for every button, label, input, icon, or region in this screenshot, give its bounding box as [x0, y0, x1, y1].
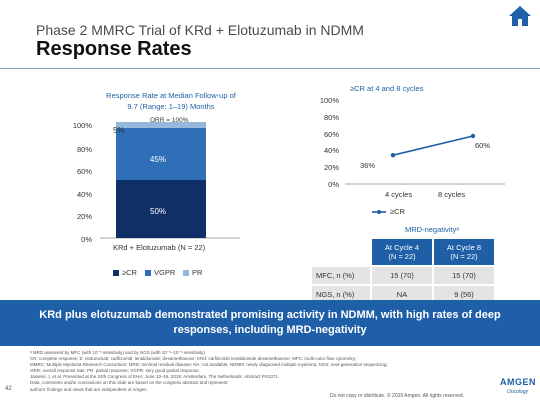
mrd-row-label-ngs: NGS, n (%): [312, 286, 370, 303]
footnote-line: ORR: overall response rate; PR: partial …: [30, 368, 200, 374]
slide-title: Response Rates: [36, 38, 192, 60]
left-ytick-0: 0%: [81, 235, 92, 244]
mrd-table: At Cycle 4 (N = 22) At Cycle 8 (N = 22) …: [310, 237, 496, 305]
legend-cr-swatch: [113, 269, 119, 276]
oncology-logo-sub: Oncology: [507, 389, 529, 395]
legend-vgpr-label: VGPR: [154, 268, 176, 277]
mrd-col-cycle-8-line1: At Cycle 8: [446, 243, 482, 252]
cr-point-8-cycles: [470, 133, 476, 139]
footnote-line: Data, comments and/or conclusions on thi…: [30, 380, 228, 386]
footnote-line: CR: complete response; E: elotuzumab; ca…: [30, 356, 357, 362]
mrd-col-cycle-4: At Cycle 4 (N = 22): [372, 239, 432, 265]
cr-point-4-cycles: [390, 153, 396, 158]
bar-label-vgpr: 45%: [150, 155, 167, 164]
mrd-corner-cell: [312, 239, 370, 265]
slide-number: 42: [5, 386, 12, 392]
table-row: MFC, n (%) 15 (70) 15 (70): [312, 267, 494, 284]
point-label-8-cycles: 60%: [475, 141, 491, 150]
left-chart-heading-line2: 9.7 (Range: 1–19) Months: [127, 102, 215, 111]
bar-label-cr: 50%: [150, 207, 167, 216]
legend-vgpr-swatch: [145, 269, 151, 276]
legend-pr: PR: [183, 268, 202, 277]
footnote-line: authors' findings and views that are ind…: [30, 386, 148, 392]
right-chart-heading: ≥CR at 4 and 8 cycles: [350, 84, 424, 93]
bar-cr: [116, 180, 206, 238]
legend-vgpr: VGPR: [145, 268, 175, 277]
left-ytick-60: 60%: [76, 167, 92, 176]
left-x-category: KRd + Elotuzumab (N = 22): [113, 243, 206, 252]
right-ytick-80: 80%: [323, 113, 339, 122]
point-label-4-cycles: 36%: [360, 161, 376, 170]
right-ytick-100: 100%: [319, 96, 339, 105]
right-x-category-4: 4 cycles: [385, 190, 413, 199]
right-ytick-0: 0%: [328, 180, 339, 189]
left-chart-heading-line1: Response Rate at Median Follow-up of: [106, 91, 236, 100]
right-ytick-40: 40%: [323, 146, 339, 155]
right-legend-label: ≥CR: [390, 207, 405, 216]
mrd-cell-mfc-c4: 15 (70): [372, 267, 432, 284]
home-icon[interactable]: [507, 4, 533, 28]
conclusion-banner: KRd plus elotuzumab demonstrated promisi…: [0, 300, 540, 346]
mrd-cell-ngs-c8: 9 (56): [434, 286, 494, 303]
orr-annotation: ORR = 100%: [150, 117, 189, 124]
table-row: NGS, n (%) NA 9 (56): [312, 286, 494, 303]
footnote-line: MMRC: Multiple Myeloma Research Consorti…: [30, 362, 388, 368]
left-ytick-40: 40%: [76, 190, 92, 199]
footnotes: ᵃ MRD assessed by MFC (with 10⁻⁵ sensiti…: [30, 350, 510, 393]
bar-label-pr: 5%: [113, 126, 125, 135]
mrd-col-cycle-4-line1: At Cycle 4: [384, 243, 420, 252]
right-ytick-20: 20%: [323, 163, 339, 172]
mrd-col-cycle-8: At Cycle 8 (N = 22): [434, 239, 494, 265]
left-ytick-20: 20%: [76, 212, 92, 221]
mrd-col-cycle-4-line2: (N = 22): [388, 252, 416, 261]
left-ytick-100: 100%: [72, 121, 92, 130]
slide-subtitle: Phase 2 MMRC Trial of KRd + Elotuzumab i…: [36, 22, 364, 38]
left-chart-plot: [100, 122, 240, 239]
mrd-table-title: MRD-negativityᵃ: [405, 225, 460, 234]
right-chart-plot: [345, 133, 505, 185]
mrd-header-row: At Cycle 4 (N = 22) At Cycle 8 (N = 22): [312, 239, 494, 265]
footnote-line: ᵃ MRD assessed by MFC (with 10⁻⁵ sensiti…: [30, 350, 207, 355]
mrd-cell-ngs-c4: NA: [372, 286, 432, 303]
cr-trend-line: [392, 135, 474, 156]
title-divider: [0, 68, 540, 69]
legend-cr-label: ≥CR: [122, 268, 137, 277]
right-ytick-60: 60%: [323, 130, 339, 139]
left-chart-heading: Response Rate at Median Follow-up of 9.7…: [76, 90, 266, 112]
legend-pr-label: PR: [192, 268, 203, 277]
mrd-cell-mfc-c8: 15 (70): [434, 267, 494, 284]
right-x-category-8: 8 cycles: [438, 190, 466, 199]
legend-pr-swatch: [183, 269, 189, 276]
mrd-col-cycle-8-line2: (N = 22): [450, 252, 478, 261]
right-legend: ≥CR: [372, 207, 405, 216]
left-ytick-80: 80%: [76, 145, 92, 154]
copyright-disclaimer: Do not copy or distribute. © 2019 Amgen.…: [330, 393, 465, 399]
bar-vgpr: [116, 127, 206, 180]
right-legend-swatch: [372, 209, 386, 214]
legend-cr: ≥CR: [113, 268, 137, 277]
footnote-line: Jasielec J, et al. Presented at the 24th…: [30, 374, 280, 380]
mrd-row-label-mfc: MFC, n (%): [312, 267, 370, 284]
bar-pr: [116, 122, 206, 128]
amgen-logo: AMGEN: [500, 377, 536, 387]
